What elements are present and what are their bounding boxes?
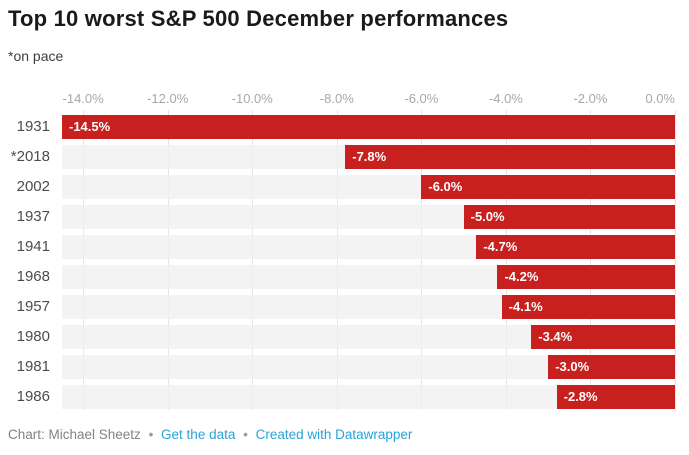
bar: -4.1% (501, 295, 675, 319)
bar-value-label: -4.1% (508, 299, 543, 314)
bar: -14.5% (62, 115, 675, 139)
category-label: 1968 (16, 268, 50, 285)
bar: -4.7% (476, 235, 675, 259)
chart-title: Top 10 worst S&P 500 December performanc… (8, 6, 509, 31)
category-label: 1980 (16, 328, 50, 345)
category-label: *2018 (10, 148, 50, 165)
category-label: 1931 (16, 118, 50, 135)
bar-value-label: -4.7% (483, 239, 518, 254)
bar-value-label: -14.5% (69, 119, 111, 134)
bar: -7.8% (345, 145, 675, 169)
category-label: 1937 (16, 208, 50, 225)
footer-credit: Chart: Michael Sheetz (8, 427, 141, 442)
chart-row: -2.8% (62, 385, 675, 409)
datawrapper-credit-link[interactable]: Created with Datawrapper (255, 427, 413, 442)
chart-subtitle: *on pace (8, 48, 64, 64)
chart-row: -4.7% (62, 235, 675, 259)
x-axis-tick-label: -14.0% (62, 91, 104, 106)
footer-separator: • (239, 427, 252, 442)
bar: -4.2% (497, 265, 675, 289)
get-the-data-link[interactable]: Get the data (161, 427, 236, 442)
chart-row: -7.8% (62, 145, 675, 169)
x-axis-tick-label: 0.0% (645, 91, 675, 106)
category-label: 2002 (16, 178, 50, 195)
plot-area: -14.5% -7.8% -6.0% -5.0% -4.7% -4.2% -4.1% -3.4… (62, 110, 676, 412)
x-axis: -14.0% -12.0% -10.0% -8.0% -6.0% -4.0% -2.0% 0.… (0, 91, 689, 107)
gridline (506, 110, 507, 410)
bar-value-label: -3.0% (555, 359, 590, 374)
chart-row: -14.5% (62, 115, 675, 139)
bar: -2.8% (556, 385, 675, 409)
x-axis-tick-label: -4.0% (488, 91, 523, 106)
gridline (168, 110, 169, 410)
category-label: 1986 (16, 388, 50, 405)
gridline (337, 110, 338, 410)
x-axis-tick-label: -12.0% (147, 91, 189, 106)
chart-row: -6.0% (62, 175, 675, 199)
gridline (675, 110, 676, 410)
category-label: 1981 (16, 358, 50, 375)
chart-row: -5.0% (62, 205, 675, 229)
bar-value-label: -7.8% (352, 149, 387, 164)
bar: -3.4% (531, 325, 675, 349)
x-axis-tick-label: -6.0% (404, 91, 439, 106)
bar-value-label: -4.2% (504, 269, 539, 284)
chart-row: -4.1% (62, 295, 675, 319)
chart-row: -3.0% (62, 355, 675, 379)
bar-value-label: -5.0% (470, 209, 505, 224)
bar: -3.0% (548, 355, 675, 379)
category-label: 1941 (16, 238, 50, 255)
chart-row: -3.4% (62, 325, 675, 349)
x-axis-tick-label: -8.0% (319, 91, 354, 106)
gridline (83, 110, 84, 410)
bar-value-label: -3.4% (538, 329, 573, 344)
category-label: 1957 (16, 298, 50, 315)
gridline (421, 110, 422, 410)
x-axis-tick-label: -2.0% (573, 91, 608, 106)
gridline (590, 110, 591, 410)
bar: -6.0% (421, 175, 675, 199)
bar-value-label: -2.8% (563, 389, 598, 404)
x-axis-tick-label: -10.0% (231, 91, 273, 106)
chart-row: -4.2% (62, 265, 675, 289)
footer-separator: • (144, 427, 158, 442)
chart-footer: Chart: Michael Sheetz • Get the data • C… (8, 427, 412, 442)
bar-value-label: -6.0% (428, 179, 463, 194)
gridline (252, 110, 253, 410)
bar: -5.0% (463, 205, 675, 229)
